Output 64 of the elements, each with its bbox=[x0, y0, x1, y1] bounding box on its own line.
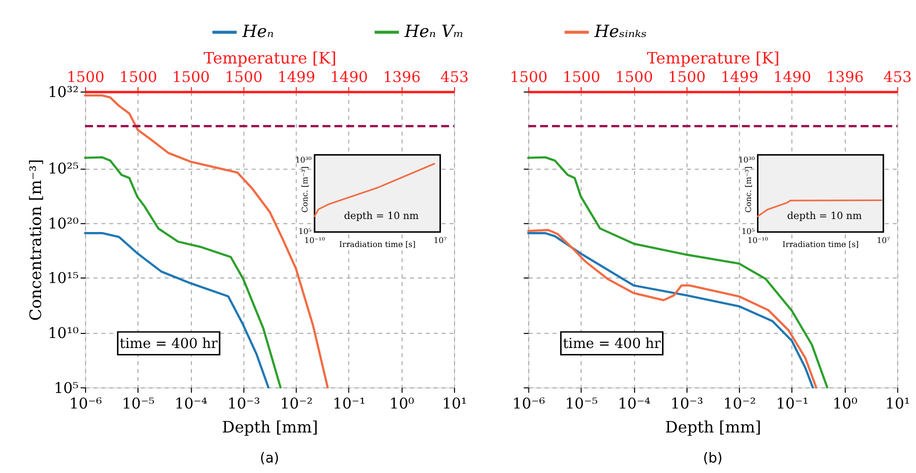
x-tick-label: 10⁻¹ bbox=[776, 396, 809, 413]
text: (b) bbox=[702, 450, 723, 467]
y-tick-label: 10⁵ bbox=[54, 380, 79, 397]
legend-label: Heₛᵢₙₖₛ bbox=[594, 21, 647, 42]
text: 1499 bbox=[278, 69, 316, 86]
x-tick-label: 10⁷ bbox=[876, 236, 890, 245]
x-tick-label: 10⁻³ bbox=[227, 396, 260, 413]
text: 1499 bbox=[720, 69, 758, 86]
annotation: depth = 10 nm bbox=[787, 211, 863, 222]
y-axis-title: Conc. [m⁻³] bbox=[300, 166, 310, 213]
x-axis-title: Irradiation time [s] bbox=[339, 240, 416, 249]
x-tick-label: 10⁻⁶ bbox=[69, 396, 102, 413]
text: 1500 bbox=[66, 69, 104, 86]
legend-label: Heₙ Vₘ bbox=[404, 21, 464, 42]
text: 1396 bbox=[382, 69, 421, 86]
x-tick-label: 10⁻⁴ bbox=[618, 396, 651, 413]
annotation: time = 400 hr bbox=[120, 336, 218, 352]
text: 1500 bbox=[615, 69, 654, 86]
text: 453 bbox=[440, 69, 469, 86]
x-tick-label: 10¹ bbox=[442, 396, 467, 413]
y-tick-label: 10³⁰ bbox=[738, 156, 755, 165]
x-tick-label: 10⁻¹⁰ bbox=[304, 236, 325, 245]
x-tick-label: 10⁻¹⁰ bbox=[747, 236, 768, 245]
y-axis-title: Concentration [m⁻³] bbox=[26, 159, 45, 321]
x-tick-label: 10⁰ bbox=[389, 396, 414, 413]
x2-axis-title: Temperature [K] bbox=[204, 48, 336, 68]
y-tick-label: 10²⁰ bbox=[48, 215, 79, 232]
y-tick-label: 10²⁵ bbox=[48, 160, 79, 178]
y-tick-label: 10³² bbox=[48, 84, 79, 101]
text: 1500 bbox=[224, 69, 263, 86]
text: 453 bbox=[884, 69, 912, 86]
text: 1490 bbox=[330, 69, 368, 86]
annotation: depth = 10 nm bbox=[344, 211, 420, 222]
x-tick-label: 10⁻² bbox=[723, 396, 756, 413]
y-tick-label: 10³⁰ bbox=[295, 156, 312, 165]
text: 1396 bbox=[826, 69, 864, 86]
x-tick-label: 10⁻⁶ bbox=[512, 396, 546, 413]
y-tick-label: 10¹⁵ bbox=[48, 270, 79, 288]
text: 1500 bbox=[562, 69, 600, 86]
y-axis-title: Conc. [m⁻³] bbox=[744, 166, 753, 213]
x-tick-label: 10⁻⁴ bbox=[174, 396, 208, 413]
x-tick-label: 10⁻⁵ bbox=[565, 396, 598, 413]
x-tick-label: 10¹ bbox=[885, 396, 910, 413]
x2-axis-title: Temperature [K] bbox=[646, 48, 780, 68]
annotation: time = 400 hr bbox=[562, 336, 662, 352]
x-tick-label: 10⁻² bbox=[280, 396, 313, 413]
y-tick-label: 10⁵ bbox=[298, 227, 312, 236]
y-tick-label: 10⁵ bbox=[742, 227, 755, 236]
x-tick-label: 10⁻⁵ bbox=[122, 396, 155, 413]
x-tick-label: 10⁻³ bbox=[670, 396, 704, 413]
x-axis-title: Depth [mm] bbox=[222, 417, 318, 436]
x-axis-title: Irradiation time [s] bbox=[782, 240, 859, 249]
text: (a) bbox=[260, 450, 280, 467]
legend-label: Heₙ bbox=[241, 21, 274, 42]
y-tick-label: 10¹⁰ bbox=[48, 325, 79, 342]
text: 1500 bbox=[119, 69, 158, 86]
text: 1500 bbox=[510, 69, 548, 86]
text: 1500 bbox=[172, 69, 210, 86]
x-tick-label: 10⁰ bbox=[832, 396, 858, 413]
x-tick-label: 10⁻¹ bbox=[332, 396, 366, 413]
text: 1500 bbox=[668, 69, 706, 86]
x-tick-label: 10⁷ bbox=[434, 236, 447, 245]
x-axis-title: Depth [mm] bbox=[665, 417, 762, 436]
text: 1490 bbox=[773, 69, 812, 86]
